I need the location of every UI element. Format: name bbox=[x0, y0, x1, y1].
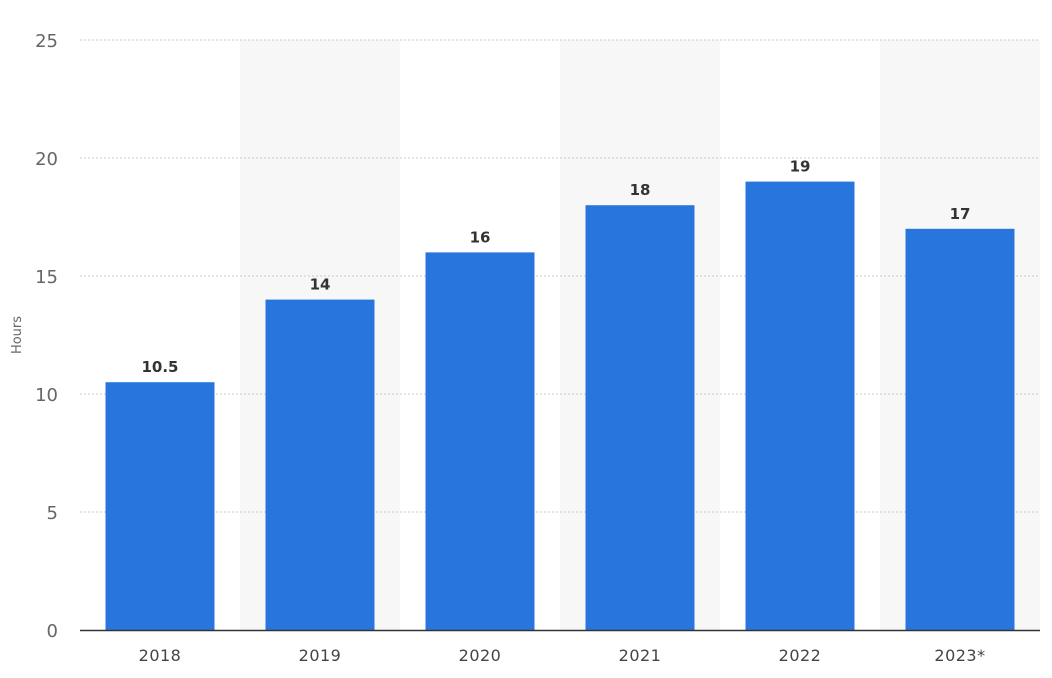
y-tick-label: 15 bbox=[35, 267, 58, 288]
y-tick-label: 20 bbox=[35, 149, 58, 170]
data-label: 17 bbox=[950, 205, 971, 223]
y-tick-label: 10 bbox=[35, 385, 58, 406]
x-tick-label: 2021 bbox=[619, 646, 662, 665]
data-labels: 10.5 14 16 18 19 17 bbox=[141, 158, 970, 377]
data-label: 19 bbox=[790, 158, 811, 176]
x-tick-label: 2020 bbox=[459, 646, 502, 665]
bar bbox=[265, 299, 375, 630]
data-label: 16 bbox=[470, 228, 491, 246]
bars bbox=[105, 181, 1015, 631]
data-label: 18 bbox=[630, 181, 651, 199]
y-axis-ticks: 0 5 10 15 20 25 bbox=[35, 31, 58, 642]
y-tick-label: 0 bbox=[47, 621, 58, 642]
data-label: 14 bbox=[310, 276, 331, 294]
y-tick-label: 25 bbox=[35, 31, 58, 52]
bar bbox=[425, 252, 535, 630]
bar bbox=[905, 228, 1015, 631]
x-tick-label: 2018 bbox=[139, 646, 182, 665]
data-label: 10.5 bbox=[141, 358, 178, 376]
gridlines bbox=[80, 39, 1040, 513]
y-axis-title: Hours bbox=[10, 316, 25, 354]
bar bbox=[745, 181, 855, 630]
bar bbox=[105, 382, 215, 630]
x-axis-ticks: 2018 2019 2020 2021 2022 2023* bbox=[139, 646, 985, 665]
bar bbox=[585, 205, 695, 630]
x-tick-label: 2023* bbox=[934, 646, 985, 665]
x-tick-label: 2019 bbox=[299, 646, 342, 665]
y-tick-label: 5 bbox=[47, 503, 58, 524]
x-tick-label: 2022 bbox=[779, 646, 822, 665]
